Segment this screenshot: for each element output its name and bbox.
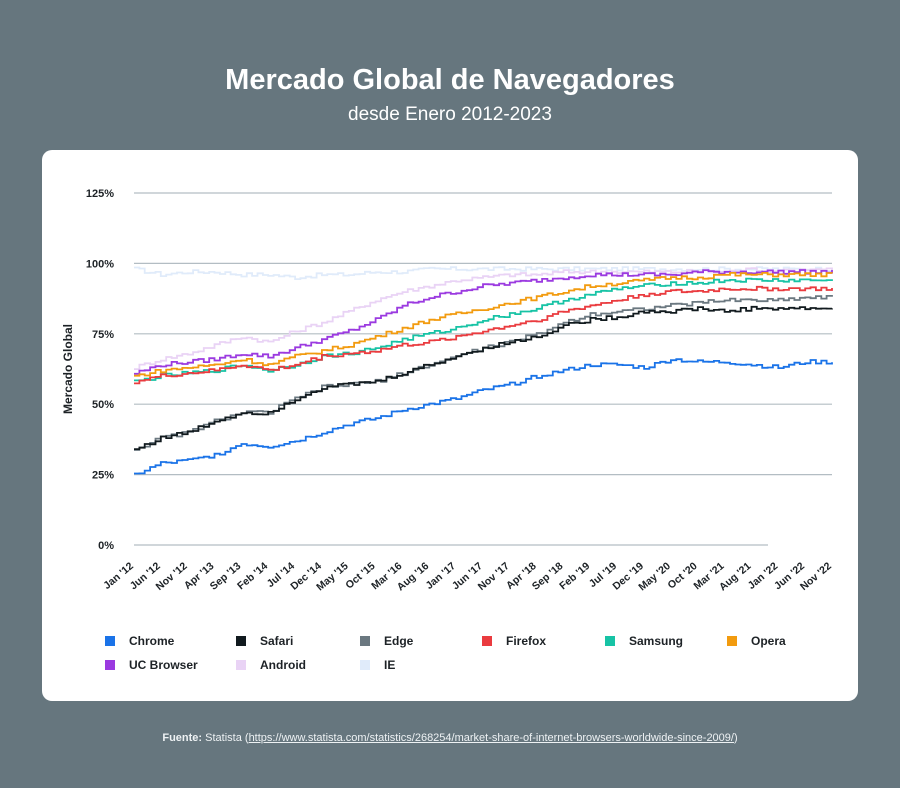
series-line-edge <box>134 295 833 451</box>
y-tick-label: 125% <box>86 188 114 200</box>
legend-item-uc-browser: UC Browser <box>105 658 198 672</box>
chart-card: 0% 25% 50% 75% 100% 125% Mercado Global Jan '12… <box>42 150 858 701</box>
legend-label: Edge <box>384 634 414 648</box>
legend-swatch <box>360 660 370 670</box>
x-tick-label: Feb '19 <box>557 560 592 592</box>
series-line-uc-browser <box>134 269 833 375</box>
legend-swatch <box>482 636 492 646</box>
y-tick-label: 100% <box>86 258 114 270</box>
legend-label: IE <box>384 658 396 672</box>
legend-swatch <box>105 660 115 670</box>
legend-item-ie: IE <box>360 658 395 672</box>
y-tick-label: 25% <box>92 470 114 482</box>
series-line-android <box>134 267 833 370</box>
legend-swatch <box>236 636 246 646</box>
legend-item-samsung: Samsung <box>605 634 683 648</box>
chart-title: Mercado Global de Navegadores <box>225 64 675 96</box>
legend-item-android: Android <box>236 658 306 672</box>
legend-item-safari: Safari <box>236 634 293 648</box>
legend-swatch <box>236 660 246 670</box>
legend-item-chrome: Chrome <box>105 634 174 648</box>
legend-label: Android <box>260 658 306 672</box>
legend-item-firefox: Firefox <box>482 634 546 648</box>
x-tick-label: Feb '14 <box>235 560 270 592</box>
legend-swatch <box>105 636 115 646</box>
series-line-firefox <box>134 285 833 385</box>
legend-label: Firefox <box>506 634 547 648</box>
series-line-opera <box>134 272 833 377</box>
series-line-chrome <box>134 358 833 475</box>
legend-swatch <box>727 636 737 646</box>
source-link[interactable]: https://www.statista.com/statistics/2682… <box>248 732 734 744</box>
chart-subtitle: desde Enero 2012-2023 <box>348 104 552 125</box>
source-note: Fuente: Statista (https://www.statista.c… <box>162 732 738 744</box>
legend-label: Samsung <box>629 634 684 648</box>
source-name: Statista <box>205 732 242 744</box>
legend-item-edge: Edge <box>360 634 413 648</box>
y-tick-label: 0% <box>98 540 114 552</box>
y-tick-label: 50% <box>92 399 114 411</box>
legend-item-opera: Opera <box>727 634 786 648</box>
series-line-safari <box>134 305 833 450</box>
source-label: Fuente: <box>162 732 203 744</box>
legend-label: Safari <box>260 634 294 648</box>
legend-swatch <box>605 636 615 646</box>
legend-label: Opera <box>751 634 786 648</box>
series-line-samsung <box>134 277 833 382</box>
y-tick-label: 75% <box>92 329 114 341</box>
legend-label: UC Browser <box>129 658 198 672</box>
legend-label: Chrome <box>129 634 175 648</box>
legend-swatch <box>360 636 370 646</box>
y-axis-label: Mercado Global <box>61 324 75 414</box>
